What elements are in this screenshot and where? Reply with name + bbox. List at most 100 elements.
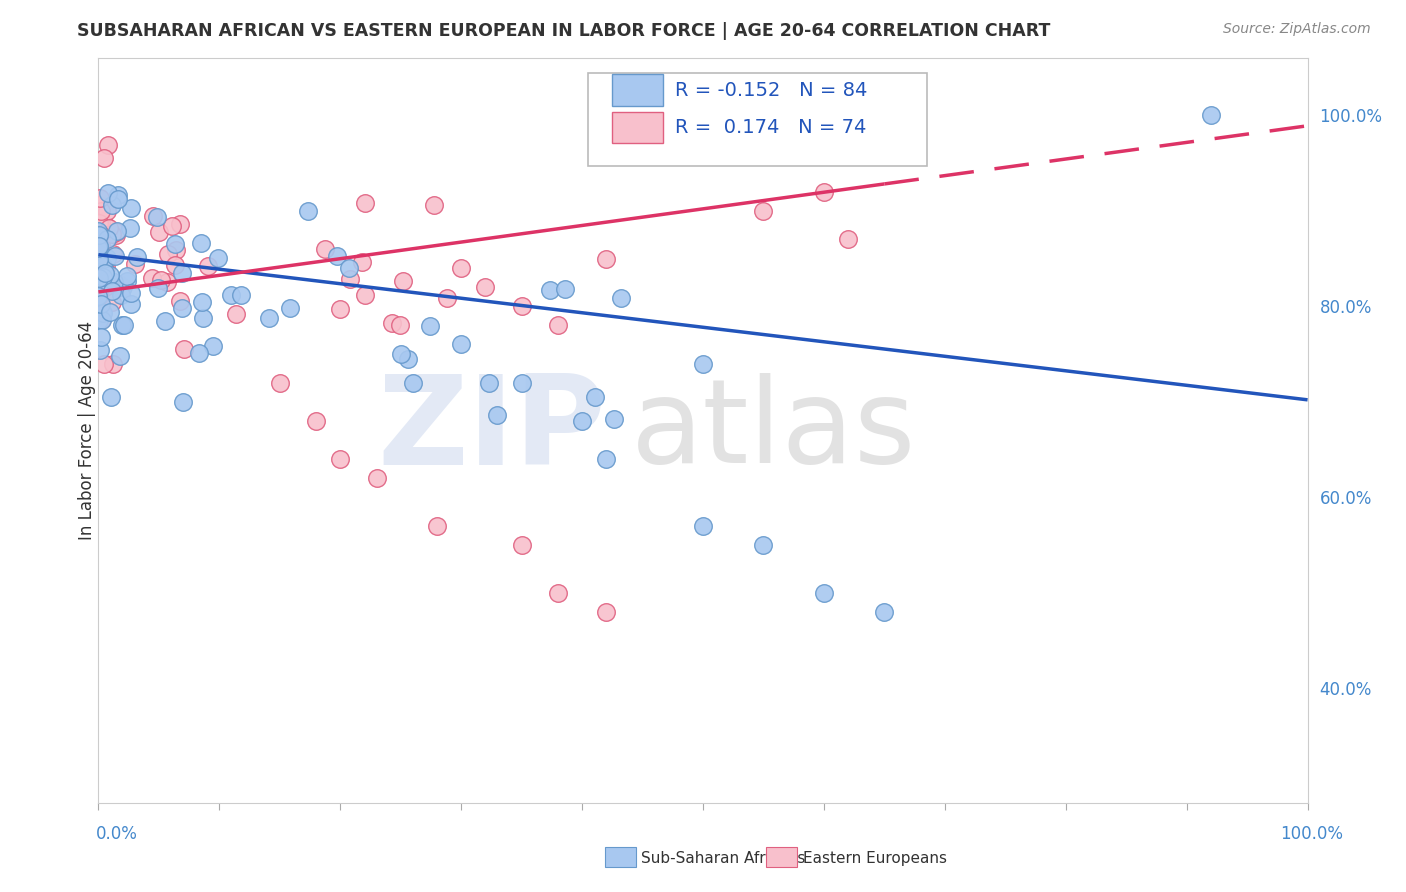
Point	[554, 282, 576, 296]
Point	[104, 249, 127, 263]
Point	[89, 239, 111, 253]
Point	[105, 224, 128, 238]
Point	[107, 188, 129, 202]
Point	[813, 585, 835, 599]
Text: Sub-Saharan Africans: Sub-Saharan Africans	[641, 851, 806, 865]
Point	[436, 291, 458, 305]
Text: SUBSAHARAN AFRICAN VS EASTERN EUROPEAN IN LABOR FORCE | AGE 20-64 CORRELATION CH: SUBSAHARAN AFRICAN VS EASTERN EUROPEAN I…	[77, 22, 1050, 40]
Text: Eastern Europeans: Eastern Europeans	[803, 851, 946, 865]
Point	[692, 357, 714, 371]
Point	[87, 307, 110, 321]
Point	[278, 301, 301, 315]
Point	[148, 225, 170, 239]
Point	[91, 276, 114, 290]
Point	[96, 232, 118, 246]
Point	[94, 280, 117, 294]
Point	[538, 283, 561, 297]
FancyBboxPatch shape	[613, 112, 664, 143]
Point	[111, 318, 134, 332]
Point	[89, 282, 111, 296]
Point	[485, 408, 508, 422]
Point	[89, 252, 111, 266]
Point	[305, 414, 328, 428]
Point	[595, 252, 617, 266]
Point	[93, 259, 115, 273]
Point	[120, 285, 142, 300]
Point	[170, 266, 193, 280]
FancyBboxPatch shape	[613, 74, 664, 105]
Point	[595, 605, 617, 619]
Point	[389, 347, 412, 361]
Point	[172, 301, 194, 315]
Point	[115, 268, 138, 283]
Point	[96, 137, 118, 152]
Text: R =  0.174   N = 74: R = 0.174 N = 74	[675, 118, 866, 136]
Point	[259, 310, 281, 325]
Point	[339, 272, 361, 286]
Point	[90, 297, 112, 311]
Point	[366, 471, 388, 485]
Point	[87, 289, 110, 303]
Point	[207, 251, 229, 265]
Point	[314, 242, 336, 256]
Point	[325, 249, 347, 263]
Point	[389, 318, 412, 332]
Text: 0.0%: 0.0%	[96, 825, 138, 843]
Point	[96, 251, 118, 265]
Point	[87, 266, 110, 280]
Point	[87, 289, 110, 303]
Y-axis label: In Labor Force | Age 20-64: In Labor Force | Age 20-64	[79, 321, 96, 540]
Point	[571, 414, 593, 428]
Point	[329, 452, 352, 467]
Point	[146, 281, 169, 295]
Point	[172, 394, 194, 409]
Point	[87, 224, 110, 238]
Point	[602, 411, 624, 425]
Point	[87, 241, 110, 255]
Point	[93, 259, 115, 273]
Point	[100, 227, 122, 241]
Point	[510, 376, 533, 390]
Point	[813, 185, 835, 199]
Point	[87, 313, 110, 327]
Point	[329, 301, 352, 316]
Point	[112, 318, 135, 332]
Point	[478, 376, 501, 390]
Point	[108, 277, 131, 292]
Point	[381, 316, 404, 330]
Point	[583, 390, 606, 404]
Point	[752, 538, 775, 552]
Point	[197, 260, 219, 274]
Point	[149, 272, 172, 286]
Point	[96, 204, 118, 219]
Point	[125, 250, 148, 264]
Point	[350, 254, 373, 268]
Point	[1199, 108, 1222, 122]
Point	[107, 192, 129, 206]
Point	[87, 216, 110, 230]
Point	[142, 210, 165, 224]
Point	[426, 519, 449, 533]
Point	[188, 345, 211, 359]
Point	[547, 585, 569, 599]
Point	[89, 198, 111, 212]
Point	[163, 237, 186, 252]
Point	[201, 338, 224, 352]
Point	[120, 296, 142, 310]
Point	[120, 201, 142, 215]
Point	[101, 247, 124, 261]
Point	[163, 259, 186, 273]
Point	[91, 306, 114, 320]
Point	[156, 275, 179, 289]
Point	[146, 210, 169, 224]
Point	[98, 276, 121, 290]
Point	[510, 299, 533, 313]
Point	[354, 288, 377, 302]
Point	[118, 220, 141, 235]
Point	[96, 219, 118, 233]
Point	[510, 538, 533, 552]
Point	[169, 217, 191, 231]
Point	[104, 227, 127, 242]
Text: R = -0.152   N = 84: R = -0.152 N = 84	[675, 80, 868, 100]
Point	[141, 270, 163, 285]
